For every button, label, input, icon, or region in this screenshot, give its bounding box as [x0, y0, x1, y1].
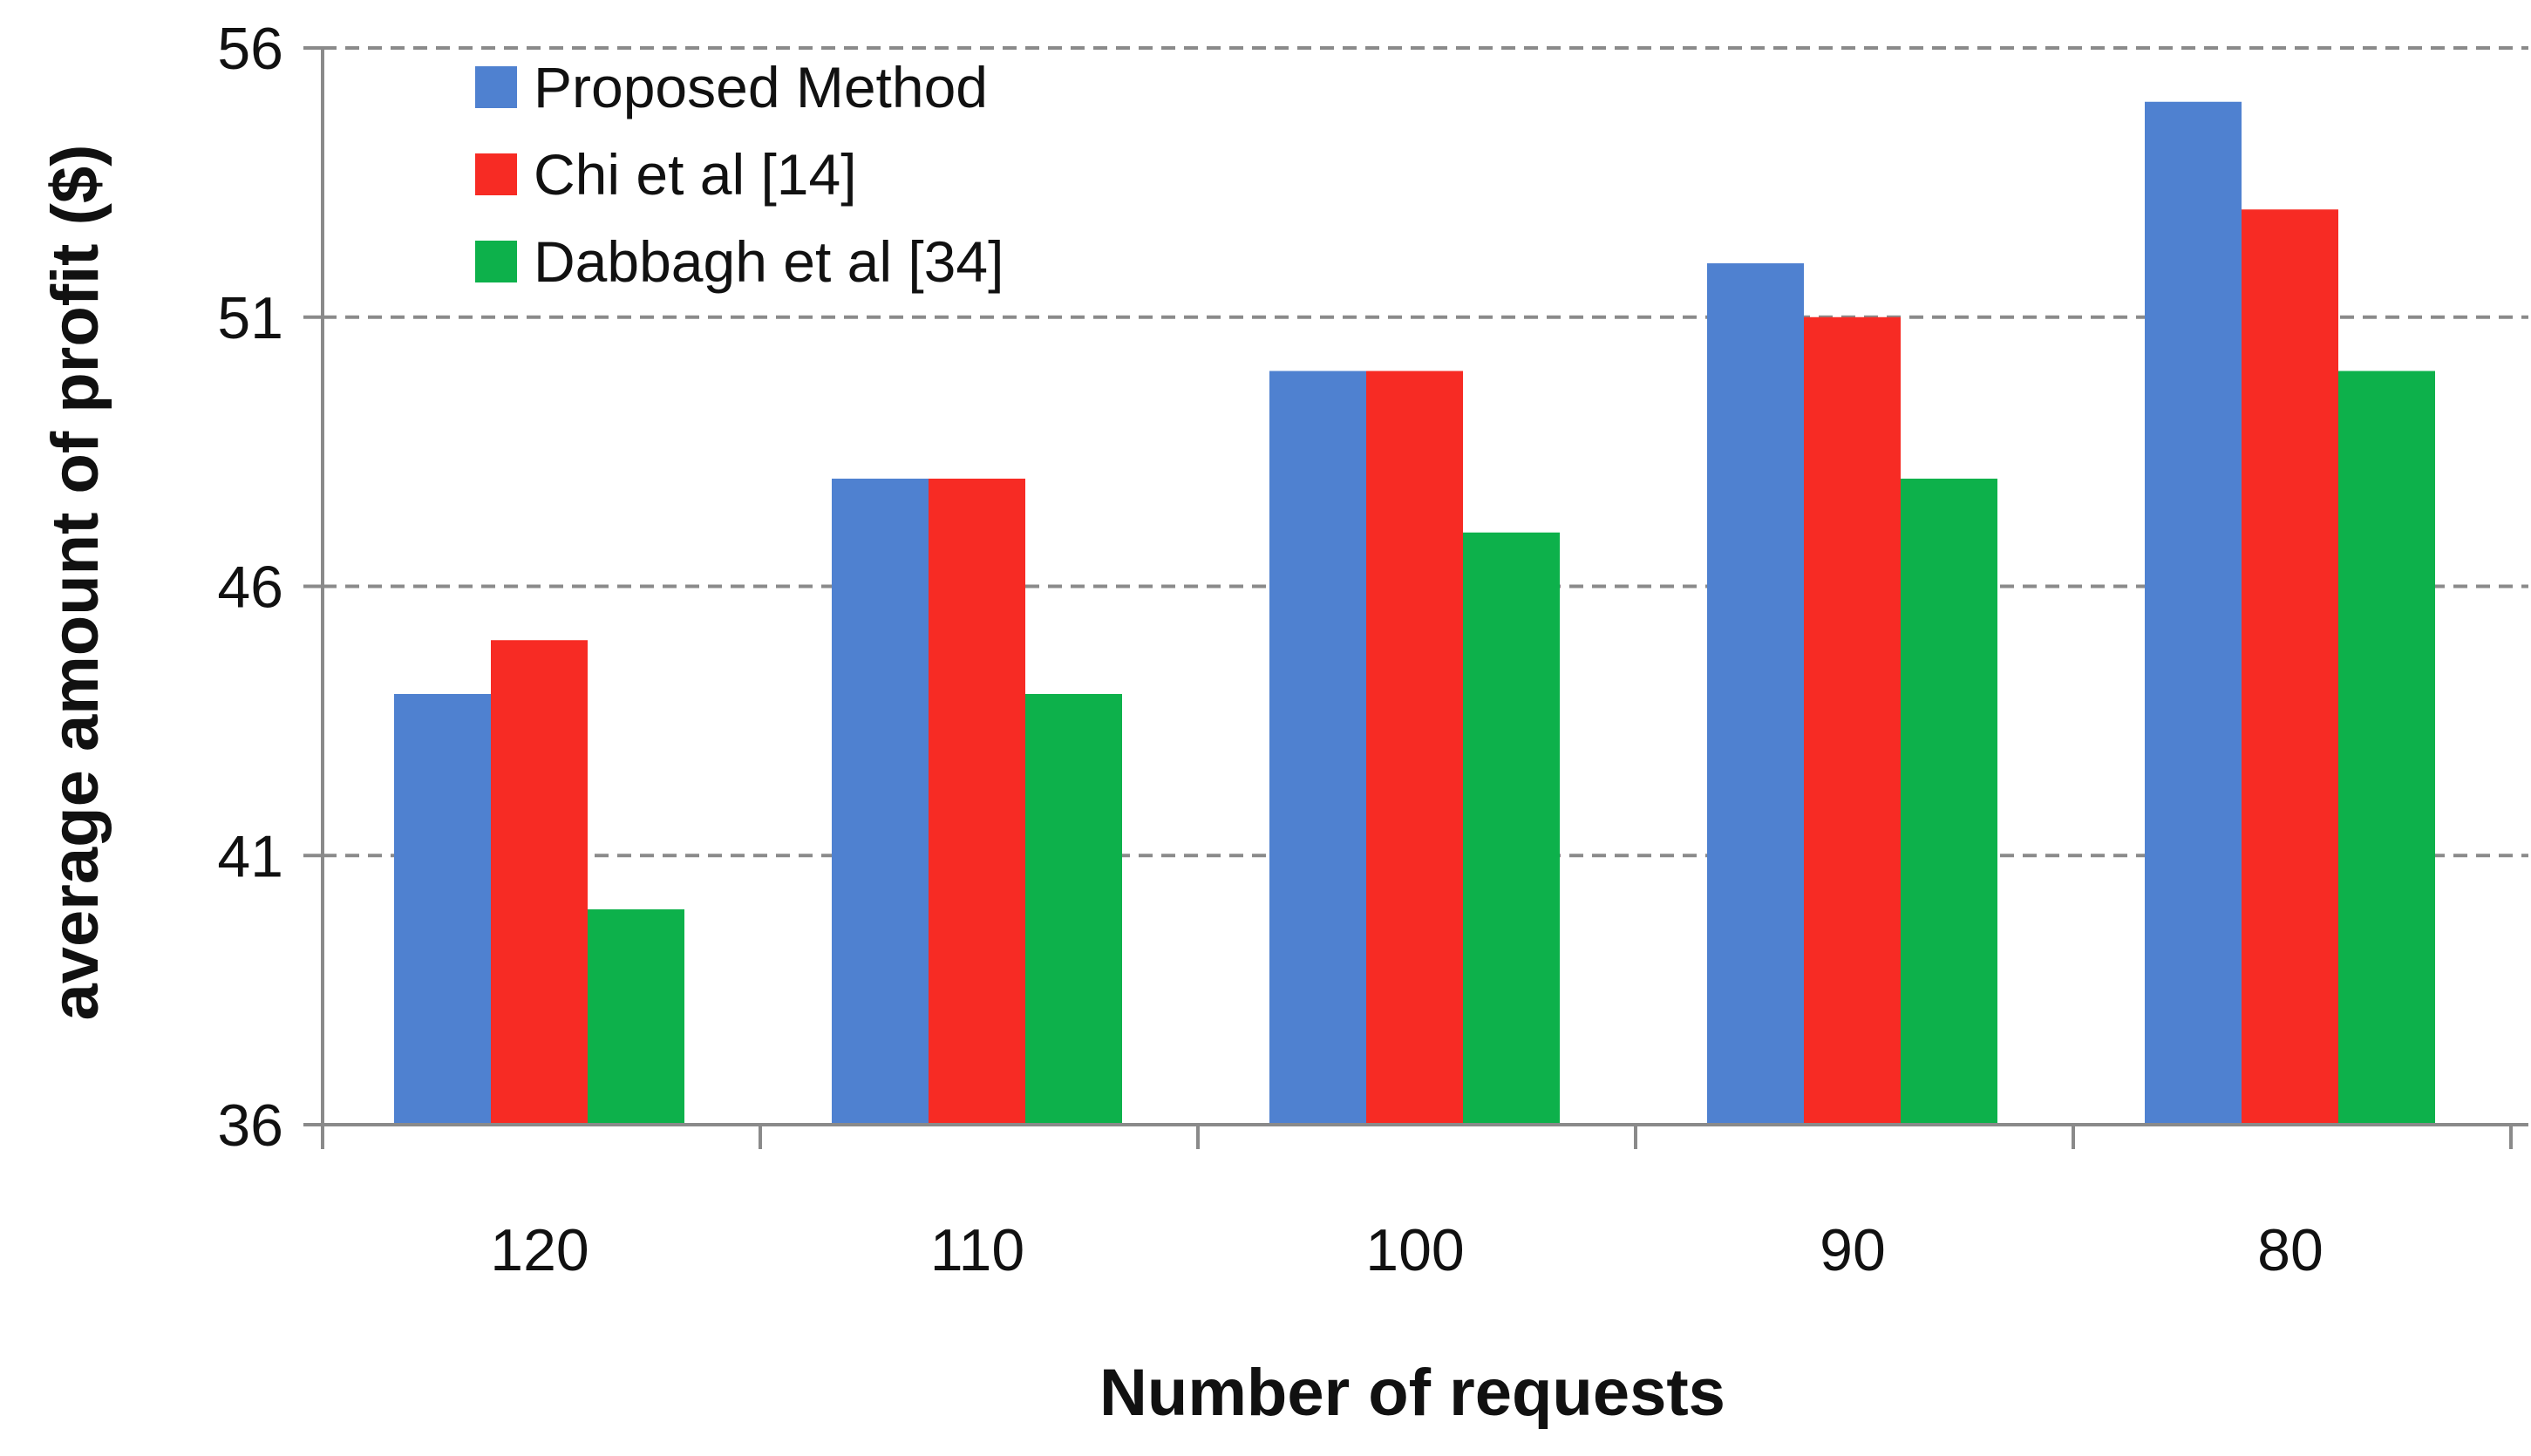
- bar: [1366, 371, 1463, 1125]
- legend-label: Chi et al [14]: [534, 142, 857, 207]
- bar: [929, 479, 1025, 1125]
- legend-swatch: [475, 66, 517, 108]
- y-tick-label: 36: [217, 1092, 283, 1159]
- x-tick-label: 110: [930, 1217, 1024, 1283]
- bar: [2338, 371, 2435, 1125]
- y-tick-label: 46: [217, 555, 283, 621]
- legend-label: Proposed Method: [534, 55, 988, 119]
- bar: [2145, 101, 2242, 1125]
- bar: [832, 479, 929, 1125]
- x-tick-label: 120: [490, 1217, 589, 1283]
- axes: 36 41 46 51 56 120 110 100 90 80: [217, 16, 2528, 1283]
- bar: [1707, 263, 1804, 1125]
- y-tick-label: 41: [217, 823, 283, 889]
- x-axis-title: Number of requests: [1099, 1356, 1725, 1430]
- legend-swatch: [475, 241, 517, 282]
- y-tick-label: 51: [217, 285, 283, 351]
- x-tick-label: 80: [2257, 1217, 2323, 1283]
- x-tick-label: 90: [1820, 1217, 1886, 1283]
- bar: [1463, 532, 1560, 1125]
- y-axis-title: average amount of profit ($): [38, 145, 112, 1021]
- bar: [1804, 316, 1901, 1125]
- bar: [491, 640, 588, 1125]
- x-tick-label: 100: [1365, 1217, 1464, 1283]
- legend-swatch: [475, 153, 517, 195]
- bar: [1901, 479, 1997, 1125]
- bar: [394, 694, 491, 1125]
- bar: [588, 909, 684, 1125]
- legend-label: Dabbagh et al [34]: [534, 229, 1004, 294]
- legend: Proposed Method Chi et al [14] Dabbagh et …: [475, 55, 1004, 294]
- bar: [1269, 371, 1366, 1125]
- bar: [1025, 694, 1122, 1125]
- y-tick-label: 56: [217, 16, 283, 82]
- bars: [394, 101, 2435, 1125]
- bar: [2242, 209, 2338, 1125]
